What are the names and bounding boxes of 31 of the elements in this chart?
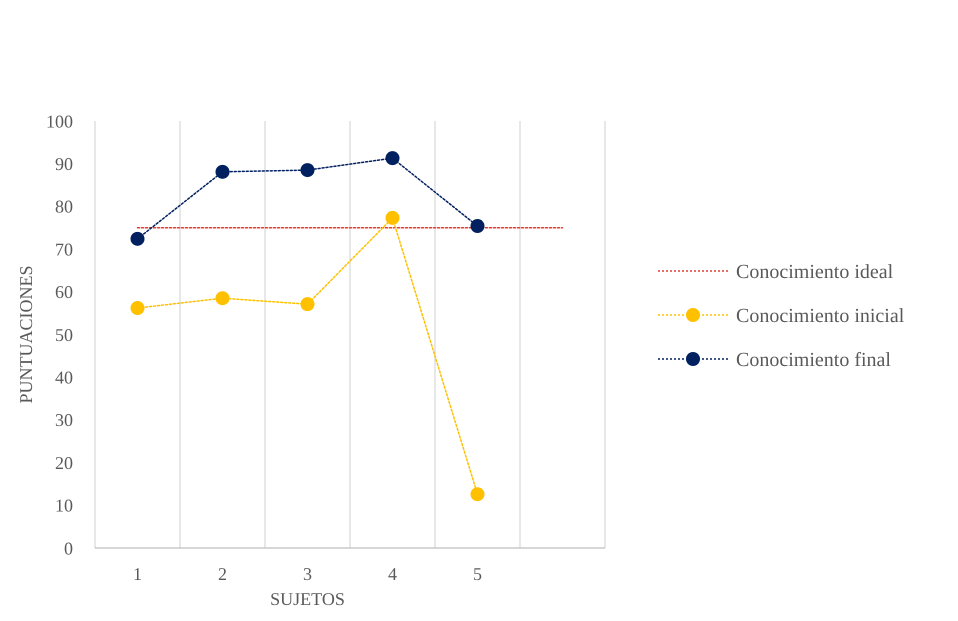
x-tick-label: 2: [218, 564, 227, 584]
point: [130, 232, 144, 246]
y-tick-label: 40: [55, 368, 73, 388]
x-tick-label: 3: [303, 564, 312, 584]
point: [386, 151, 400, 166]
legend-label: Conocimiento inicial: [736, 305, 905, 327]
x-axis-title: SUJETOS: [270, 589, 345, 609]
y-tick-label: 90: [55, 154, 73, 174]
y-tick-label: 0: [64, 538, 73, 558]
x-tick-label: 5: [473, 564, 482, 584]
point: [470, 487, 484, 502]
x-tick-label: 1: [133, 564, 142, 584]
y-axis-title: PUNTUACIONES: [16, 265, 36, 404]
y-tick-label: 10: [55, 496, 73, 516]
y-tick-label: 20: [55, 452, 73, 473]
y-tick-label: 30: [55, 410, 73, 430]
legend-label: Conocimiento final: [736, 349, 892, 371]
y-tick-label: 70: [55, 239, 73, 260]
y-tick-label: 100: [46, 111, 73, 132]
legend-label: Conocimiento ideal: [736, 261, 894, 283]
point: [130, 301, 144, 316]
point: [216, 291, 230, 306]
point: [470, 219, 484, 234]
y-tick-label: 50: [55, 324, 73, 345]
point: [300, 163, 314, 178]
point: [300, 297, 314, 312]
y-tick-label: 80: [55, 196, 73, 217]
y-tick-label: 60: [55, 282, 73, 302]
point: [216, 164, 230, 179]
x-tick-label: 4: [388, 564, 397, 584]
point: [386, 210, 400, 225]
